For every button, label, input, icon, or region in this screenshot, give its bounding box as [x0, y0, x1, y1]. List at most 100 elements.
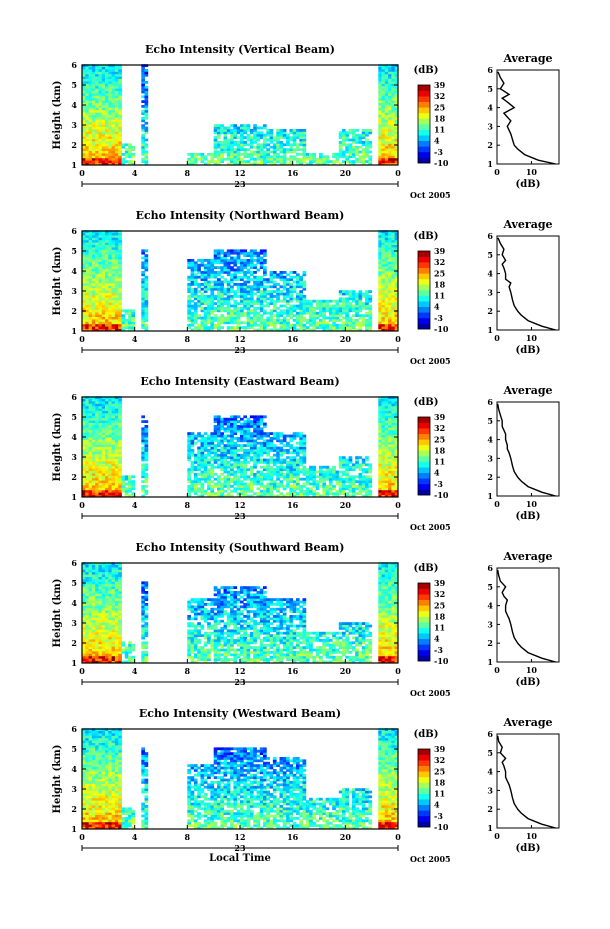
- heatmap-cell: [381, 283, 386, 286]
- heatmap-cell: [197, 259, 201, 262]
- heatmap-cell: [358, 155, 363, 159]
- heatmap-cell: [203, 441, 208, 445]
- heatmap-cell: [358, 150, 363, 154]
- heatmap-cell: [322, 307, 326, 310]
- heatmap-cell: [91, 117, 96, 120]
- heatmap-cell: [230, 311, 234, 315]
- heatmap-cell: [88, 136, 93, 139]
- heatmap-cell: [85, 97, 89, 101]
- heatmap-cell: [361, 131, 366, 135]
- heatmap-cell: [128, 160, 132, 163]
- heatmap-cell: [105, 408, 109, 411]
- heatmap-cell: [282, 434, 287, 438]
- heatmap-cell: [236, 150, 241, 154]
- heatmap-cell: [223, 444, 228, 447]
- heatmap-cell: [82, 275, 86, 279]
- heatmap-cell: [223, 138, 228, 142]
- heatmap-cell: [101, 425, 106, 428]
- heatmap-cell: [322, 160, 326, 163]
- heatmap-cell: [121, 328, 126, 332]
- colorbar-tick-label: 25: [434, 268, 445, 278]
- heatmap-cell: [355, 328, 359, 332]
- heatmap-cell: [302, 309, 307, 313]
- heatmap-cell: [82, 261, 86, 265]
- heatmap-cell: [91, 417, 96, 421]
- heatmap-cell: [95, 398, 99, 402]
- heatmap-cell: [358, 133, 363, 137]
- heatmap-cell: [118, 126, 122, 130]
- heatmap-cell: [332, 153, 336, 156]
- heatmap-cell: [91, 143, 96, 147]
- heatmap-cell: [276, 299, 280, 303]
- heatmap-cell: [88, 326, 93, 329]
- heatmap-cell: [282, 437, 287, 440]
- heatmap-cell: [286, 295, 290, 298]
- heatmap-cell: [335, 309, 340, 313]
- heatmap-cell: [128, 321, 132, 325]
- heatmap-cell: [335, 157, 340, 161]
- heatmap-cell: [200, 275, 205, 279]
- heatmap-cell: [302, 157, 307, 161]
- x-tick-label: 8: [185, 334, 191, 344]
- heatmap-cell: [111, 485, 116, 488]
- heatmap-cell: [305, 309, 310, 313]
- heatmap-cell: [253, 444, 257, 447]
- heatmap-cell: [141, 441, 145, 445]
- heatmap-cell: [111, 143, 116, 147]
- heatmap-cell: [296, 292, 300, 296]
- heatmap-cell: [305, 304, 310, 308]
- heatmap-cell: [249, 439, 254, 443]
- heatmap-cell: [391, 316, 396, 320]
- heatmap-cell: [88, 485, 93, 488]
- heatmap-cell: [381, 126, 386, 130]
- heatmap-cell: [305, 157, 310, 161]
- heatmap-cell: [105, 263, 109, 267]
- heatmap-cell: [85, 268, 89, 272]
- heatmap-cell: [131, 319, 136, 322]
- heatmap-cell: [141, 81, 145, 84]
- heatmap-cell: [223, 470, 228, 474]
- heatmap-cell: [111, 304, 116, 308]
- heatmap-cell: [144, 492, 149, 495]
- heatmap-cell: [88, 405, 93, 409]
- heatmap-cell: [111, 283, 116, 286]
- heatmap-cell: [101, 90, 106, 94]
- heatmap-cell: [105, 398, 109, 402]
- heatmap-cell: [243, 148, 247, 151]
- heatmap-cell: [259, 290, 264, 293]
- heatmap-cell: [108, 463, 112, 467]
- heatmap-cell: [124, 475, 129, 479]
- heatmap-cell: [118, 295, 122, 298]
- heatmap-cell: [289, 307, 294, 310]
- heatmap-cell: [105, 109, 109, 113]
- heatmap-cell: [256, 133, 261, 137]
- heatmap-cell: [226, 292, 231, 296]
- heatmap-cell: [108, 285, 112, 289]
- heatmap-cell: [114, 278, 119, 281]
- heatmap-cell: [351, 292, 356, 296]
- heatmap-cell: [207, 475, 211, 479]
- heatmap-cell: [388, 107, 392, 111]
- colorbar-segment: [418, 85, 430, 91]
- heatmap-cell: [256, 251, 261, 255]
- heatmap-cell: [384, 112, 389, 115]
- profile-title: Average: [502, 218, 552, 231]
- heatmap-cell: [315, 323, 320, 327]
- heatmap-cell: [207, 261, 211, 265]
- heatmap-cell: [253, 451, 257, 455]
- heatmap-cell: [345, 157, 349, 161]
- heatmap-cell: [187, 437, 191, 440]
- heatmap-cell: [213, 417, 218, 421]
- heatmap-cell: [378, 247, 382, 250]
- heatmap-cell: [240, 263, 244, 267]
- heatmap-cell: [230, 160, 234, 163]
- heatmap-cell: [141, 446, 145, 450]
- heatmap-cell: [105, 304, 109, 308]
- heatmap-cell: [394, 129, 399, 132]
- heatmap-cell: [256, 307, 261, 310]
- heatmap-cell: [82, 230, 86, 233]
- heatmap-cell: [286, 143, 290, 147]
- heatmap-cell: [203, 323, 208, 327]
- heatmap-cell: [312, 316, 317, 320]
- heatmap-cell: [85, 432, 89, 435]
